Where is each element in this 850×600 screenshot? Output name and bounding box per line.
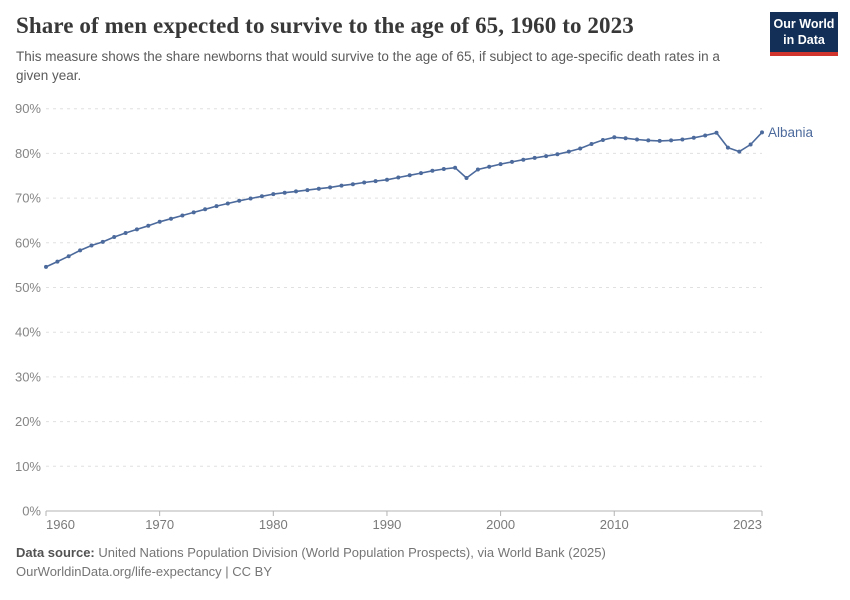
data-source-text: United Nations Population Division (Worl… [94,545,606,560]
data-point[interactable] [680,137,685,142]
y-tick-label: 10% [15,459,41,474]
data-point[interactable] [259,194,264,199]
data-point[interactable] [714,130,719,135]
data-point[interactable] [464,176,469,180]
data-point[interactable] [669,138,674,143]
data-point[interactable] [725,145,730,150]
data-point[interactable] [453,165,458,170]
x-tick-label: 2023 [733,517,762,532]
albania-series-line[interactable] [45,131,763,268]
data-point[interactable] [112,235,117,239]
y-tick-label: 0% [22,504,41,519]
data-point[interactable] [589,142,594,146]
data-point[interactable] [566,149,571,154]
data-point[interactable] [657,138,662,143]
data-point[interactable] [373,179,378,184]
chart-header: Share of men expected to survive to the … [16,12,756,85]
data-point[interactable] [600,138,605,142]
y-tick-label: 30% [15,369,41,384]
x-tick-label: 1970 [145,517,174,532]
y-tick-label: 90% [15,101,41,116]
data-point[interactable] [339,183,344,188]
data-point[interactable] [635,137,639,142]
data-point[interactable] [134,227,139,232]
data-point[interactable] [282,190,287,195]
data-point[interactable] [441,167,446,171]
data-point[interactable] [271,192,276,197]
y-tick-label: 70% [15,191,41,206]
data-point[interactable] [419,171,423,176]
data-point[interactable] [691,135,696,140]
data-point[interactable] [475,167,480,172]
data-point[interactable] [78,248,83,253]
data-point[interactable] [578,146,583,151]
x-tick-label: 1960 [46,517,75,532]
x-tick-label: 2010 [600,517,629,532]
y-tick-label: 80% [15,146,41,161]
data-point[interactable] [66,254,71,259]
data-point[interactable] [396,175,401,180]
data-point[interactable] [760,130,764,135]
data-point[interactable] [487,164,492,169]
y-tick-label: 50% [15,280,41,295]
x-tick-label: 2000 [486,517,515,532]
data-point[interactable] [498,162,503,167]
license-line: OurWorldinData.org/life-expectancy | CC … [16,564,273,580]
data-point[interactable] [157,219,162,224]
data-point[interactable] [248,196,253,201]
y-tick-label: 40% [15,325,41,340]
data-point[interactable] [305,188,310,193]
data-point[interactable] [191,210,196,215]
data-point[interactable] [294,189,298,194]
data-point[interactable] [55,259,60,264]
data-point[interactable] [430,168,435,173]
x-tick-label: 1990 [372,517,401,532]
x-tick-label: 1980 [259,517,288,532]
data-point[interactable] [89,243,94,248]
data-point[interactable] [203,207,208,212]
data-point[interactable] [385,177,389,182]
data-point[interactable] [362,180,367,185]
owid-logo: Our World in Data [770,12,838,57]
data-source-line: Data source: United Nations Population D… [16,543,606,562]
y-tick-label: 20% [15,414,41,429]
page-title: Share of men expected to survive to the … [16,13,634,38]
data-point[interactable] [237,198,242,203]
data-point[interactable] [225,201,230,206]
chart-footer: Data source: United Nations Population D… [16,543,606,581]
owid-logo-line2: in Data [783,32,825,47]
y-tick-label: 60% [15,235,41,250]
chart-subtitle: This measure shows the share newborns th… [16,48,720,83]
data-point[interactable] [214,204,219,209]
data-point[interactable] [612,135,617,140]
data-point[interactable] [748,142,753,147]
data-point[interactable] [521,157,526,162]
data-point[interactable] [328,185,333,190]
data-source-label: Data source: [16,545,95,560]
data-point[interactable] [44,264,48,269]
data-point[interactable] [316,186,321,191]
data-point[interactable] [146,223,151,228]
data-point[interactable] [544,154,549,159]
data-point[interactable] [180,213,185,218]
data-point[interactable] [350,182,355,187]
data-point[interactable] [532,155,537,160]
series-end-label[interactable]: Albania [768,125,814,140]
data-point[interactable] [100,239,105,244]
data-point[interactable] [510,159,514,164]
data-point[interactable] [703,133,708,138]
data-point[interactable] [169,216,173,221]
owid-logo-line1: Our World [773,17,835,31]
data-point[interactable] [623,136,628,141]
data-point[interactable] [646,138,651,143]
data-point[interactable] [407,173,412,178]
data-point[interactable] [555,152,560,157]
data-point[interactable] [123,231,128,235]
data-point[interactable] [737,149,742,154]
